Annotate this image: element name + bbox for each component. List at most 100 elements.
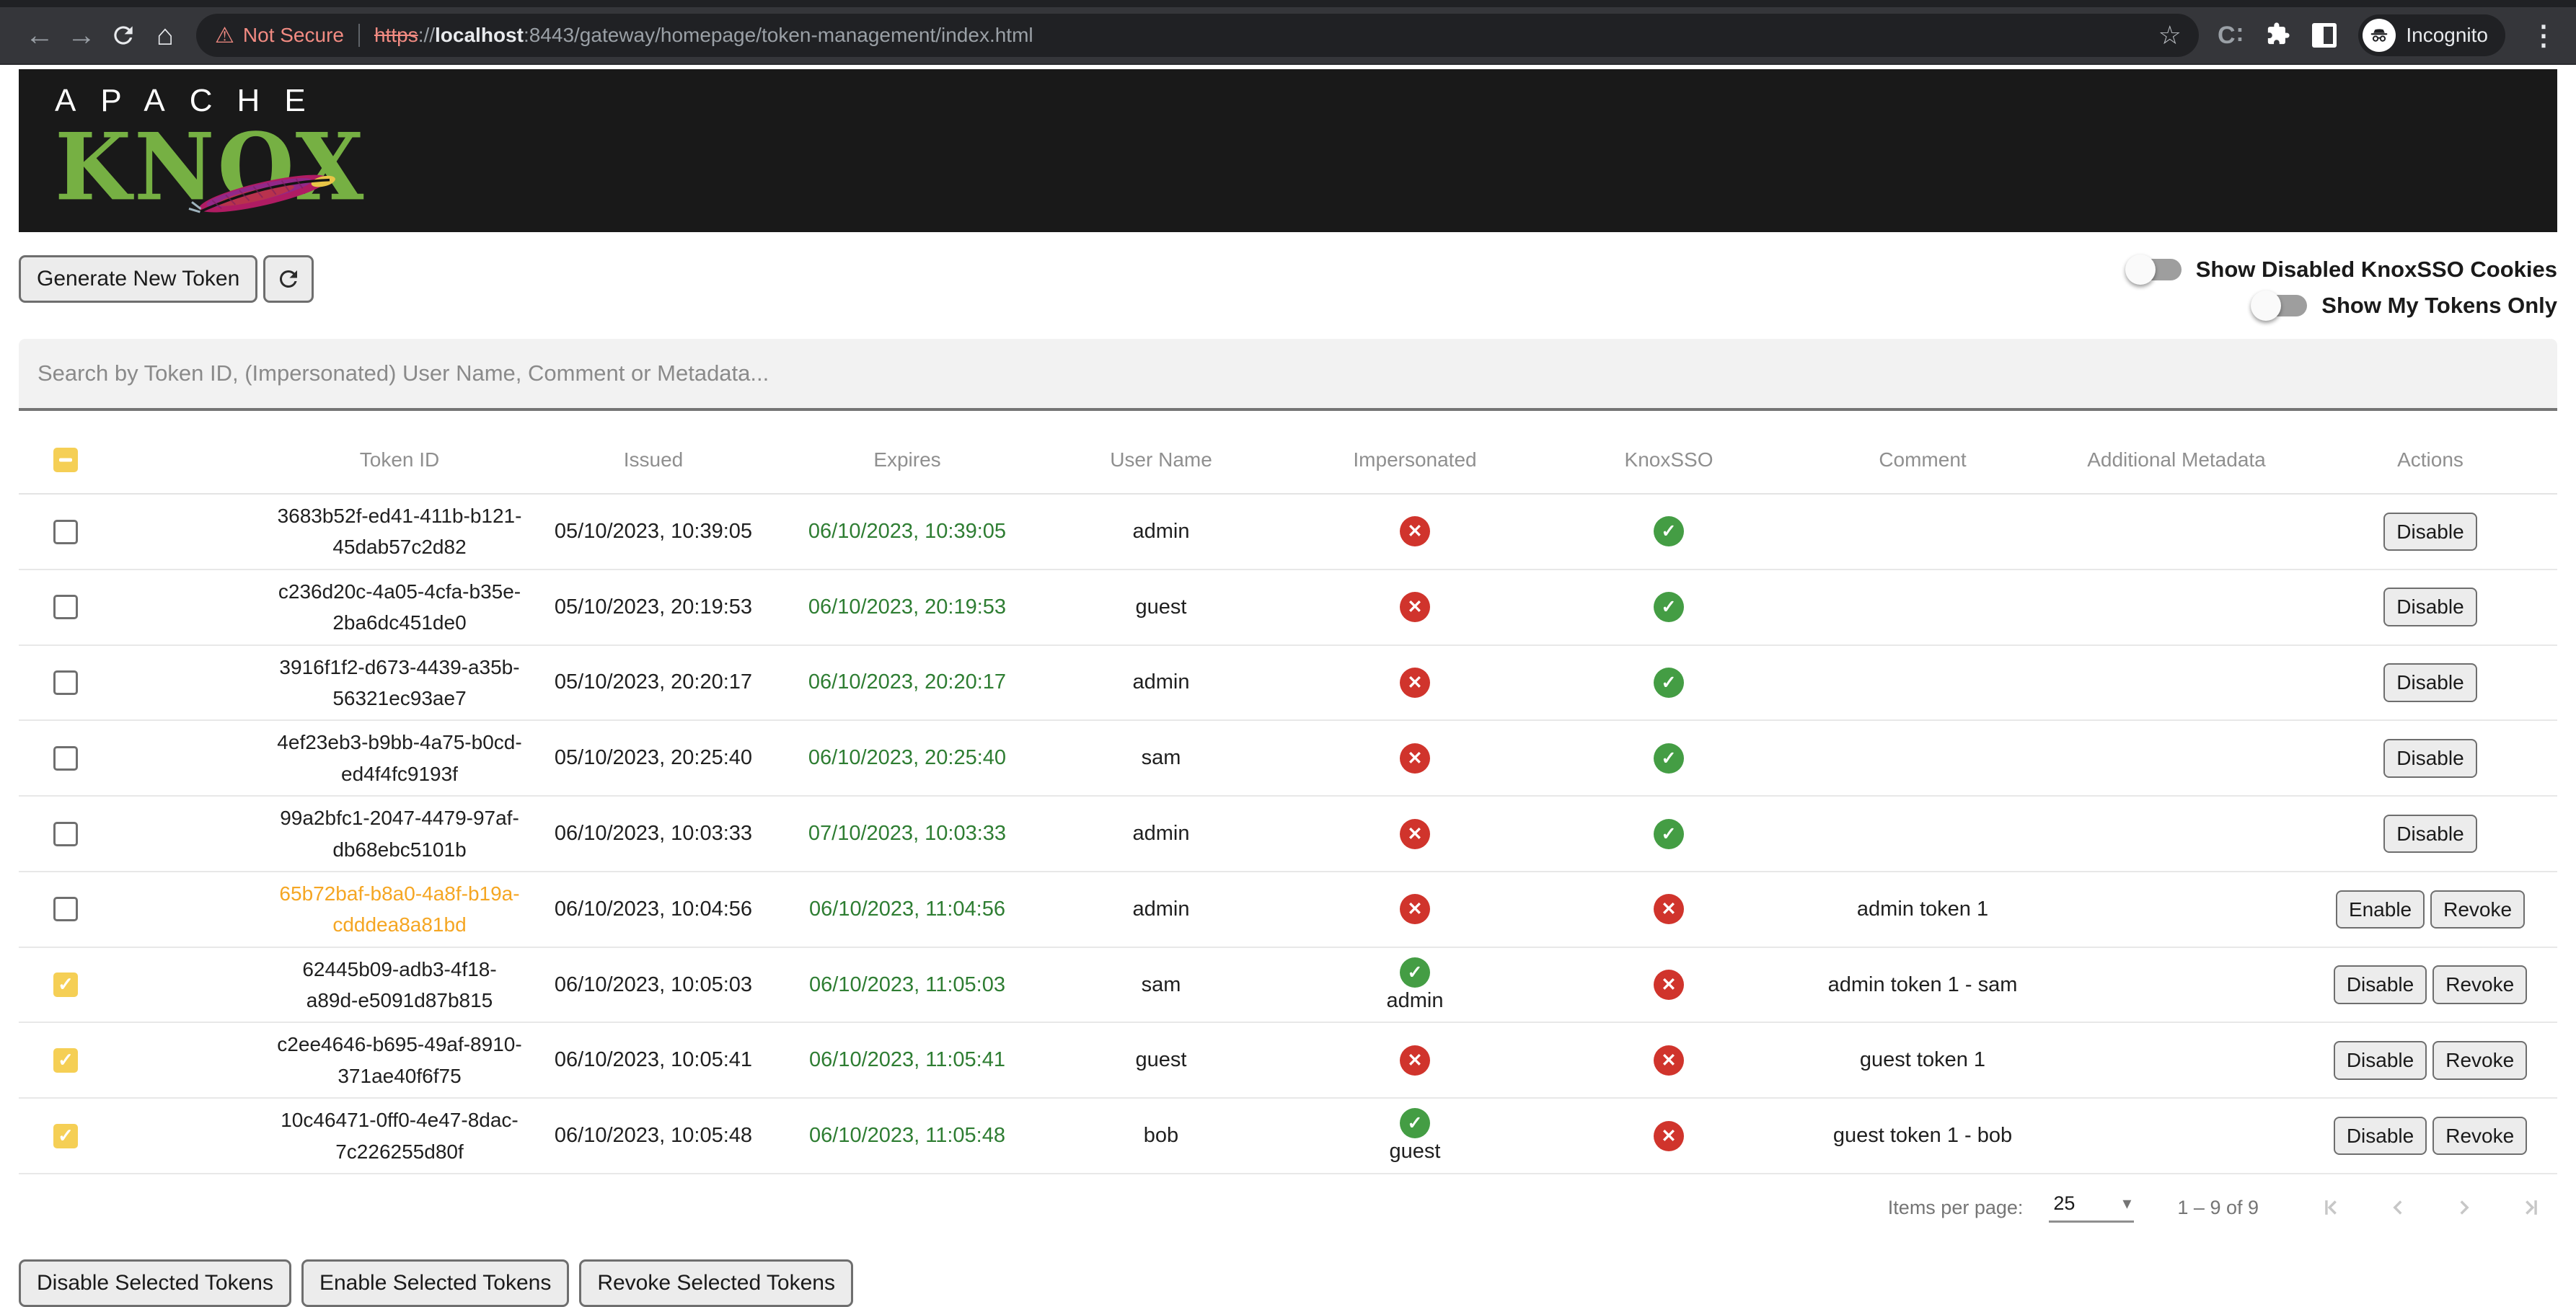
extensions-puzzle-icon[interactable] (2266, 22, 2290, 50)
impersonated-cell: ✕ (1288, 894, 1542, 925)
table-row: 62445b09-adb3-4f18-a89d-e5091d87b815 06/… (19, 948, 2557, 1024)
apache-feather-icon (183, 161, 342, 230)
disable-token-button[interactable]: Disable (2383, 512, 2477, 551)
toggle-switch[interactable] (2125, 254, 2182, 285)
check-circle-icon: ✓ (1654, 818, 1684, 849)
disable-token-button[interactable]: Disable (2333, 1041, 2427, 1080)
row-checkbox[interactable] (53, 595, 78, 620)
row-checkbox[interactable] (53, 1048, 78, 1073)
check-circle-icon: ✓ (1400, 1108, 1430, 1139)
refresh-tokens-button[interactable] (263, 255, 314, 303)
toggle-thumb[interactable] (2251, 291, 2282, 321)
disable-token-button[interactable]: Disable (2383, 663, 2477, 702)
extension-icon[interactable]: C∶ (2217, 22, 2245, 49)
toggle-thumb[interactable] (2125, 254, 2156, 285)
column-header: Issued (623, 448, 684, 471)
browser-toolbar: ← → ⌂ ⚠ Not Secure https://localhost:844… (0, 7, 2576, 65)
row-checkbox[interactable] (53, 1123, 78, 1148)
user-name-cell: admin (1132, 519, 1190, 543)
impersonated-cell: ✕ (1288, 743, 1542, 774)
knoxsso-cell: ✓ (1542, 743, 1796, 774)
disable-token-button[interactable]: Disable (2383, 814, 2477, 854)
select-all-checkbox[interactable] (53, 448, 78, 473)
x-circle-icon: ✕ (1654, 1120, 1684, 1151)
url-text: https://localhost:8443/gateway/homepage/… (374, 24, 1033, 47)
expires-cell: 06/10/2023, 20:20:17 (808, 670, 1007, 694)
impersonated-cell: ✕ (1288, 592, 1542, 623)
token-id-cell: c236d20c-4a05-4cfa-b35e-2ba6dc451de0 (278, 580, 521, 634)
user-name-cell: admin (1132, 670, 1190, 694)
revoke-selected-tokens-button[interactable]: Revoke Selected Tokens (579, 1259, 853, 1307)
bulk-actions-row: Disable Selected Tokens Enable Selected T… (19, 1259, 2557, 1307)
first-page-icon[interactable] (2319, 1195, 2344, 1220)
paginator: Items per page: 25 ▾ 1 – 9 of 9 (19, 1174, 2557, 1241)
expires-cell: 06/10/2023, 11:05:03 (809, 973, 1005, 996)
table-row: c2ee4646-b695-49af-8910-371ae40f6f75 06/… (19, 1023, 2557, 1099)
expires-cell: 06/10/2023, 20:25:40 (808, 746, 1007, 770)
enable-selected-tokens-button[interactable]: Enable Selected Tokens (301, 1259, 570, 1307)
last-page-icon[interactable] (2518, 1195, 2543, 1220)
back-icon[interactable]: ← (25, 19, 54, 51)
user-name-cell: admin (1132, 822, 1190, 846)
check-circle-icon: ✓ (1654, 592, 1684, 623)
revoke-token-button[interactable]: Revoke (2432, 1116, 2528, 1156)
browser-menu-icon[interactable]: ⋮ (2530, 20, 2557, 51)
disable-token-button[interactable]: Disable (2333, 1116, 2427, 1156)
issued-cell: 05/10/2023, 20:25:40 (554, 746, 753, 770)
knoxsso-cell: ✕ (1542, 970, 1796, 1001)
revoke-token-button[interactable]: Revoke (2430, 890, 2526, 929)
row-checkbox[interactable] (53, 519, 78, 544)
table-row: c236d20c-4a05-4cfa-b35e-2ba6dc451de0 05/… (19, 570, 2557, 646)
user-name-cell: admin (1132, 897, 1190, 921)
token-id-cell: 4ef23eb3-b9bb-4a75-b0cd-ed4f4fc9193f (277, 731, 522, 785)
actions-cell: Disable Revoke (2303, 1116, 2557, 1156)
row-checkbox[interactable] (53, 670, 78, 696)
generate-new-token-button[interactable]: Generate New Token (19, 255, 258, 303)
comment-cell: admin token 1 - sam (1827, 973, 2018, 996)
side-panel-icon[interactable] (2312, 23, 2337, 48)
next-page-icon[interactable] (2452, 1195, 2476, 1220)
token-id-cell: 3683b52f-ed41-411b-b121-45dab57c2d82 (277, 505, 522, 559)
disable-token-button[interactable]: Disable (2333, 965, 2427, 1004)
x-circle-icon: ✕ (1400, 516, 1430, 547)
page-size-select[interactable]: 25 ▾ (2049, 1192, 2135, 1223)
disable-selected-tokens-button[interactable]: Disable Selected Tokens (19, 1259, 291, 1307)
impersonated-cell: ✓ guest (1288, 1108, 1542, 1164)
enable-token-button[interactable]: Enable (2335, 890, 2425, 929)
select-all-header-cell (19, 448, 273, 473)
user-name-cell: sam (1141, 746, 1181, 770)
revoke-token-button[interactable]: Revoke (2432, 965, 2528, 1004)
home-icon[interactable]: ⌂ (156, 19, 175, 51)
previous-page-icon[interactable] (2386, 1195, 2410, 1220)
select-caret-icon: ▾ (2122, 1194, 2132, 1214)
table-row: 99a2bfc1-2047-4479-97af-db68ebc5101b 06/… (19, 797, 2557, 872)
revoke-token-button[interactable]: Revoke (2432, 1041, 2528, 1080)
paginator-nav (2319, 1195, 2543, 1220)
forward-icon[interactable]: → (67, 19, 96, 51)
issued-cell: 06/10/2023, 10:03:33 (554, 822, 753, 846)
issued-cell: 06/10/2023, 10:05:48 (554, 1124, 753, 1148)
disable-token-button[interactable]: Disable (2383, 738, 2477, 778)
search-input[interactable] (36, 360, 2540, 387)
row-checkbox[interactable] (53, 973, 78, 998)
token-management-page: APACHE KNOX Generate New Token (0, 65, 2576, 1307)
not-secure-warning-icon[interactable]: ⚠ (215, 23, 234, 48)
row-checkbox[interactable] (53, 745, 78, 771)
row-checkbox[interactable] (53, 897, 78, 922)
knoxsso-cell: ✕ (1542, 894, 1796, 925)
row-checkbox[interactable] (53, 821, 78, 846)
disable-token-button[interactable]: Disable (2383, 588, 2477, 626)
reload-icon[interactable] (102, 22, 144, 49)
token-id-cell: 3916f1f2-d673-4439-a35b-56321ec93ae7 (279, 655, 520, 709)
address-bar[interactable]: ⚠ Not Secure https://localhost:8443/gate… (196, 14, 2199, 57)
knoxsso-cell: ✕ (1542, 1045, 1796, 1076)
token-id-cell: 10c46471-0ff0-4e47-8dac-7c226255d80f (281, 1109, 519, 1163)
user-name-cell: sam (1141, 973, 1181, 996)
table-row: 3683b52f-ed41-411b-b121-45dab57c2d82 05/… (19, 495, 2557, 570)
actions-cell: Disable (2303, 738, 2557, 778)
toggle-switch[interactable] (2251, 291, 2308, 321)
x-circle-icon: ✕ (1400, 894, 1430, 925)
incognito-label: Incognito (2406, 24, 2488, 46)
table-row: 4ef23eb3-b9bb-4a75-b0cd-ed4f4fc9193f 05/… (19, 721, 2557, 797)
bookmark-star-icon[interactable]: ☆ (2158, 20, 2182, 50)
